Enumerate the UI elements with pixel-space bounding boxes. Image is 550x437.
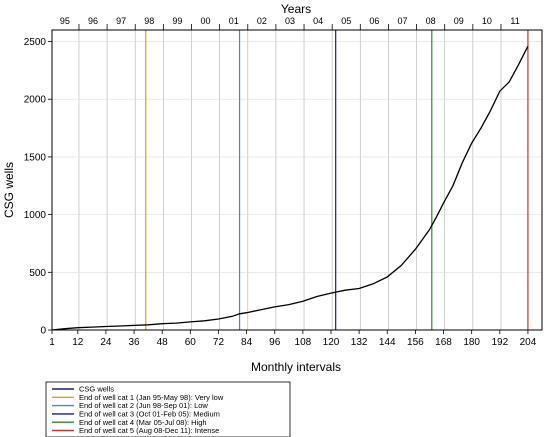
x-tick-label: 120 [323, 337, 340, 348]
legend-label-0: CSG wells [79, 385, 114, 394]
x-tick-label: 24 [100, 337, 112, 348]
year-tick-label: 08 [426, 16, 436, 26]
x-tick-label: 84 [241, 337, 253, 348]
year-tick-label: 01 [229, 16, 239, 26]
year-tick-label: 95 [60, 16, 70, 26]
year-tick-label: 07 [397, 16, 407, 26]
top-axis-title: Years [281, 2, 311, 16]
x-tick-label: 1 [49, 337, 55, 348]
year-tick-label: 98 [144, 16, 154, 26]
year-tick-label: 97 [116, 16, 126, 26]
y-tick-label: 0 [40, 326, 46, 337]
year-tick-label: 09 [454, 16, 464, 26]
year-tick-label: 00 [201, 16, 211, 26]
y-tick-label: 1000 [24, 210, 47, 221]
marker-layer [145, 30, 529, 330]
y-tick-label: 2000 [24, 95, 47, 106]
legend-label-1: End of well cat 1 (Jan 95-May 98): Very … [79, 393, 224, 402]
x-tick-label: 144 [379, 337, 396, 348]
year-tick-label: 05 [341, 16, 351, 26]
x-tick-label: 168 [435, 337, 452, 348]
year-tick-label: 03 [285, 16, 295, 26]
x-tick-label: 36 [128, 337, 140, 348]
x-tick-label: 108 [295, 337, 312, 348]
x-tick-label: 204 [520, 337, 537, 348]
x-tick-label: 96 [269, 337, 281, 348]
plot-frame [51, 29, 543, 331]
x-tick-label: 12 [72, 337, 84, 348]
x-tick-label: 180 [463, 337, 480, 348]
year-tick-label: 11 [510, 16, 519, 26]
x-tick-label: 192 [491, 337, 508, 348]
tick-layer: 1 12 24 36 48 60 72 84 96 108 120 132 144 156 168 180 19… [24, 16, 537, 348]
x-tick-label: 72 [213, 337, 225, 348]
y-tick-label: 500 [29, 268, 46, 279]
y-tick-label: 1500 [24, 152, 47, 163]
year-tick-label: 10 [482, 16, 492, 26]
legend-label-4: End of well cat 4 (Mar 05-Jul 08): High [79, 418, 207, 427]
grid-layer [52, 30, 542, 330]
x-tick-label: 48 [157, 337, 169, 348]
legend-label-3: End of well cat 3 (Oct 01-Feb 05): Mediu… [79, 410, 220, 419]
x-tick-label: 132 [351, 337, 368, 348]
year-tick-label: 06 [369, 16, 379, 26]
year-tick-label: 04 [313, 16, 323, 26]
year-tick-label: 99 [172, 16, 182, 26]
y-axis-title: CSG wells [2, 162, 16, 218]
x-axis-title: Monthly intervals [251, 360, 341, 374]
year-tick-label: 02 [257, 16, 267, 26]
x-tick-label: 156 [407, 337, 424, 348]
legend-label-5: End of well cat 5 (Aug 08-Dec 11): Inten… [79, 426, 219, 435]
y-tick-label: 2500 [24, 37, 47, 48]
legend-box [45, 381, 291, 437]
year-tick-label: 96 [88, 16, 98, 26]
csg-wells-line [51, 45, 529, 331]
x-tick-label: 60 [185, 337, 197, 348]
legend-label-2: End of well cat 2 (Jun 98-Sep 01): Low [79, 401, 208, 410]
